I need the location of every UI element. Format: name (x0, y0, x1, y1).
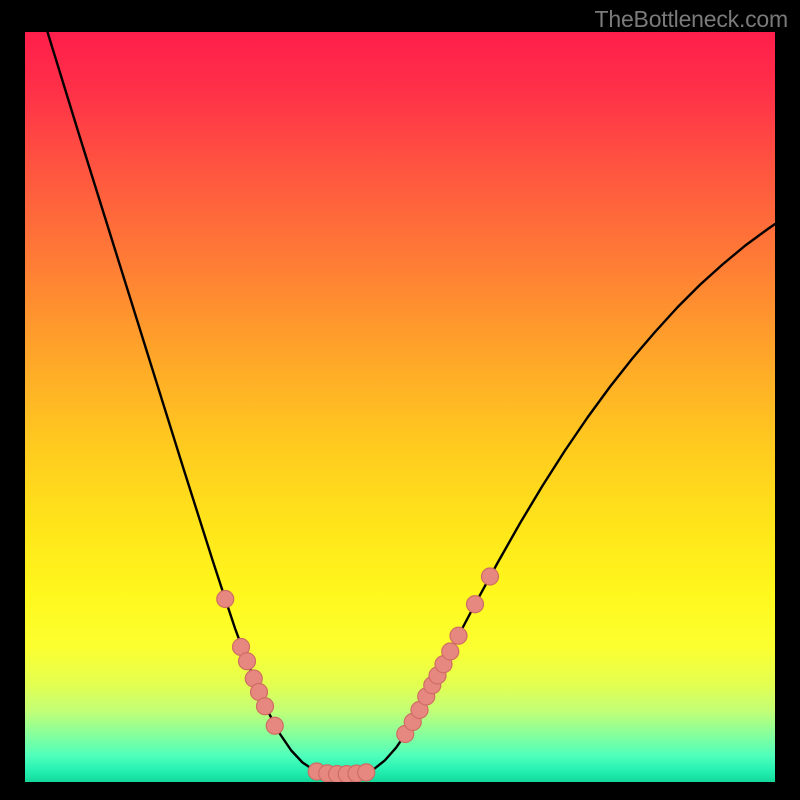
marker-point (358, 764, 375, 781)
marker-point (257, 698, 274, 715)
marker-point (467, 596, 484, 613)
curve-layer (25, 32, 775, 782)
stage: TheBottleneck.com (0, 0, 800, 800)
watermark-text: TheBottleneck.com (595, 6, 788, 33)
marker-point (482, 568, 499, 585)
marker-point (266, 717, 283, 734)
marker-point (450, 627, 467, 644)
left-curve (48, 32, 326, 773)
marker-point (239, 653, 256, 670)
marker-point (442, 643, 459, 660)
marker-point (217, 591, 234, 608)
plot-area (25, 32, 775, 782)
